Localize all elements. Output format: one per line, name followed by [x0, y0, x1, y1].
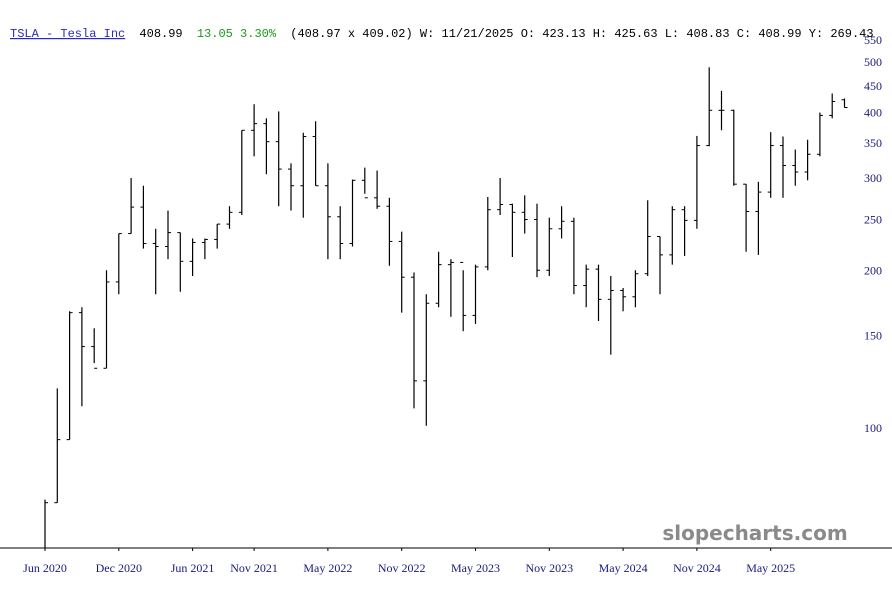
x-tick-label: May 2022	[303, 561, 352, 575]
header: TSLA - Tesla Inc 408.99 13.05 3.30% (408…	[10, 27, 874, 41]
y-tick-label: 300	[864, 171, 882, 185]
y-tick-label: 150	[864, 329, 882, 343]
x-tick-label: Jun 2021	[171, 561, 215, 575]
x-tick-label: Nov 2024	[673, 561, 721, 575]
x-tick-label: Nov 2023	[525, 561, 573, 575]
symbol-link[interactable]: TSLA - Tesla Inc	[10, 27, 125, 41]
x-tick-label: May 2023	[451, 561, 500, 575]
y-tick-label: 500	[864, 55, 882, 69]
x-tick-label: Dec 2020	[96, 561, 142, 575]
x-tick-label: May 2024	[599, 561, 648, 575]
y-tick-label: 450	[864, 79, 882, 93]
x-tick-label: Jun 2020	[23, 561, 67, 575]
y-tick-label: 100	[864, 421, 882, 435]
price: 408.99	[139, 27, 182, 41]
watermark: slopecharts.com	[662, 521, 847, 545]
y-tick-label: 250	[864, 212, 882, 226]
y-tick-label: 400	[864, 106, 882, 120]
x-tick-label: Nov 2022	[378, 561, 426, 575]
change: 13.05 3.30%	[197, 27, 277, 41]
quote-details: (408.97 x 409.02) W: 11/21/2025 O: 423.1…	[290, 27, 873, 41]
x-tick-label: Nov 2021	[230, 561, 278, 575]
y-tick-label: 200	[864, 263, 882, 277]
x-tick-label: May 2025	[746, 561, 795, 575]
y-tick-label: 550	[864, 33, 882, 47]
y-tick-label: 350	[864, 136, 882, 150]
